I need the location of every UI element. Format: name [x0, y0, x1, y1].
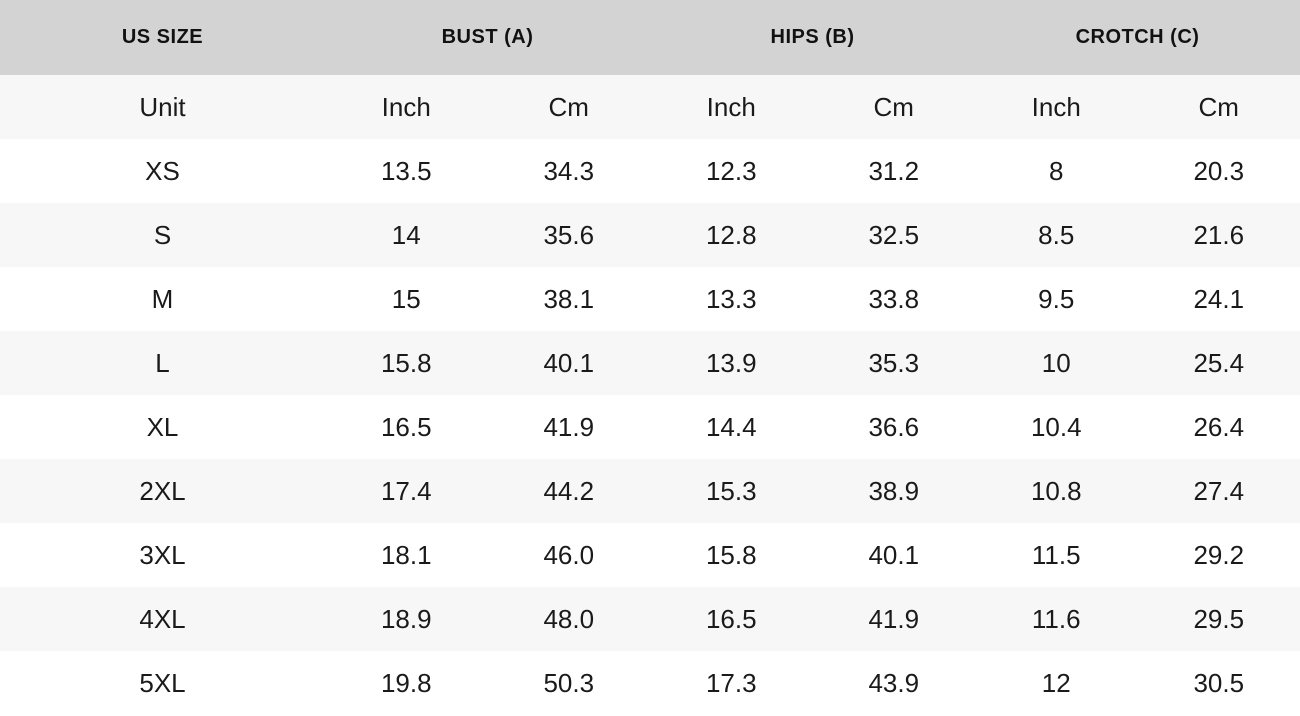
unit-cell: Inch: [381, 91, 431, 122]
measurement-cell: 30.5: [1193, 667, 1245, 698]
size-label-cell: 3XL: [139, 539, 186, 570]
measurement-cell: 16.5: [705, 603, 757, 634]
group-header-row: US SIZE BUST (A) HIPS (B) CROTCH (C): [0, 0, 1300, 75]
table-row: 2XL 17.4 44.2 15.3 38.9 10.8 27.4: [0, 459, 1300, 523]
measurement-cell: 14.4: [705, 411, 757, 442]
measurement-cell: 38.1: [543, 283, 595, 314]
size-label-cell: L: [155, 347, 170, 378]
measurement-cell: 12: [1041, 667, 1071, 698]
measurement-cell: 11.6: [1031, 603, 1081, 634]
table-row: 4XL 18.9 48.0 16.5 41.9 11.6 29.5: [0, 587, 1300, 651]
table-row: 3XL 18.1 46.0 15.8 40.1 11.5 29.2: [0, 523, 1300, 587]
measurement-cell: 48.0: [543, 603, 595, 634]
measurement-cell: 40.1: [543, 347, 595, 378]
measurement-cell: 14: [391, 219, 421, 250]
measurement-cell: 50.3: [543, 667, 595, 698]
unit-cell: Cm: [1198, 91, 1239, 122]
measurement-cell: 10.4: [1030, 411, 1082, 442]
measurement-cell: 43.9: [868, 667, 920, 698]
measurement-cell: 15.3: [705, 475, 757, 506]
size-label-cell: 5XL: [139, 667, 186, 698]
measurement-cell: 38.9: [868, 475, 920, 506]
measurement-cell: 18.9: [380, 603, 432, 634]
measurement-cell: 17.3: [705, 667, 757, 698]
measurement-cell: 27.4: [1193, 475, 1245, 506]
measurement-cell: 9.5: [1038, 283, 1075, 314]
unit-cell: Cm: [548, 91, 589, 122]
table-row: M 15 38.1 13.3 33.8 9.5 24.1: [0, 267, 1300, 331]
measurement-cell: 41.9: [543, 411, 595, 442]
measurement-cell: 13.5: [380, 155, 432, 186]
measurement-cell: 15.8: [380, 347, 432, 378]
measurement-cell: 32.5: [868, 219, 920, 250]
measurement-cell: 13.9: [705, 347, 757, 378]
column-group-header: HIPS (B): [650, 0, 975, 75]
measurement-cell: 29.2: [1193, 539, 1245, 570]
measurement-cell: 41.9: [868, 603, 920, 634]
size-label-cell: XS: [145, 155, 180, 186]
size-label-cell: 2XL: [139, 475, 186, 506]
size-label-cell: M: [151, 283, 174, 314]
measurement-cell: 21.6: [1193, 219, 1245, 250]
measurement-cell: 44.2: [543, 475, 595, 506]
measurement-cell: 17.4: [380, 475, 432, 506]
measurement-cell: 25.4: [1193, 347, 1245, 378]
measurement-cell: 15: [391, 283, 421, 314]
measurement-cell: 19.8: [380, 667, 432, 698]
measurement-cell: 35.3: [868, 347, 920, 378]
measurement-cell: 31.2: [868, 155, 920, 186]
measurement-cell: 26.4: [1193, 411, 1245, 442]
unit-row-label: Unit: [139, 91, 186, 122]
table-row: XL 16.5 41.9 14.4 36.6 10.4 26.4: [0, 395, 1300, 459]
unit-cell: Cm: [873, 91, 914, 122]
unit-cell: Inch: [1031, 91, 1081, 122]
measurement-cell: 33.8: [868, 283, 920, 314]
size-label-cell: 4XL: [139, 603, 186, 634]
measurement-cell: 20.3: [1193, 155, 1245, 186]
measurement-cell: 16.5: [380, 411, 432, 442]
table-row: 5XL 19.8 50.3 17.3 43.9 12 30.5: [0, 651, 1300, 715]
measurement-cell: 8.5: [1038, 219, 1075, 250]
measurement-cell: 46.0: [543, 539, 595, 570]
measurement-cell: 40.1: [868, 539, 920, 570]
unit-cell: Inch: [706, 91, 756, 122]
column-group-header: BUST (A): [325, 0, 650, 75]
table-row: S 14 35.6 12.8 32.5 8.5 21.6: [0, 203, 1300, 267]
measurement-cell: 24.1: [1193, 283, 1245, 314]
measurement-cell: 11.5: [1031, 539, 1081, 570]
measurement-cell: 10.8: [1030, 475, 1082, 506]
measurement-cell: 12.8: [705, 219, 757, 250]
column-group-header: US SIZE: [0, 0, 325, 75]
measurement-cell: 29.5: [1193, 603, 1245, 634]
size-label-cell: XL: [146, 411, 179, 442]
size-label-cell: S: [153, 219, 172, 250]
measurement-cell: 8: [1049, 155, 1064, 186]
measurement-cell: 15.8: [705, 539, 757, 570]
measurement-cell: 18.1: [380, 539, 432, 570]
measurement-cell: 12.3: [705, 155, 757, 186]
measurement-cell: 34.3: [543, 155, 595, 186]
table-row: XS 13.5 34.3 12.3 31.2 8 20.3: [0, 139, 1300, 203]
measurement-cell: 35.6: [543, 219, 595, 250]
column-group-header: CROTCH (C): [975, 0, 1300, 75]
measurement-cell: 13.3: [705, 283, 757, 314]
table-row: L 15.8 40.1 13.9 35.3 10 25.4: [0, 331, 1300, 395]
unit-row: Unit Inch Cm Inch Cm Inch Cm: [0, 75, 1300, 139]
measurement-cell: 10: [1041, 347, 1071, 378]
measurement-cell: 36.6: [868, 411, 920, 442]
